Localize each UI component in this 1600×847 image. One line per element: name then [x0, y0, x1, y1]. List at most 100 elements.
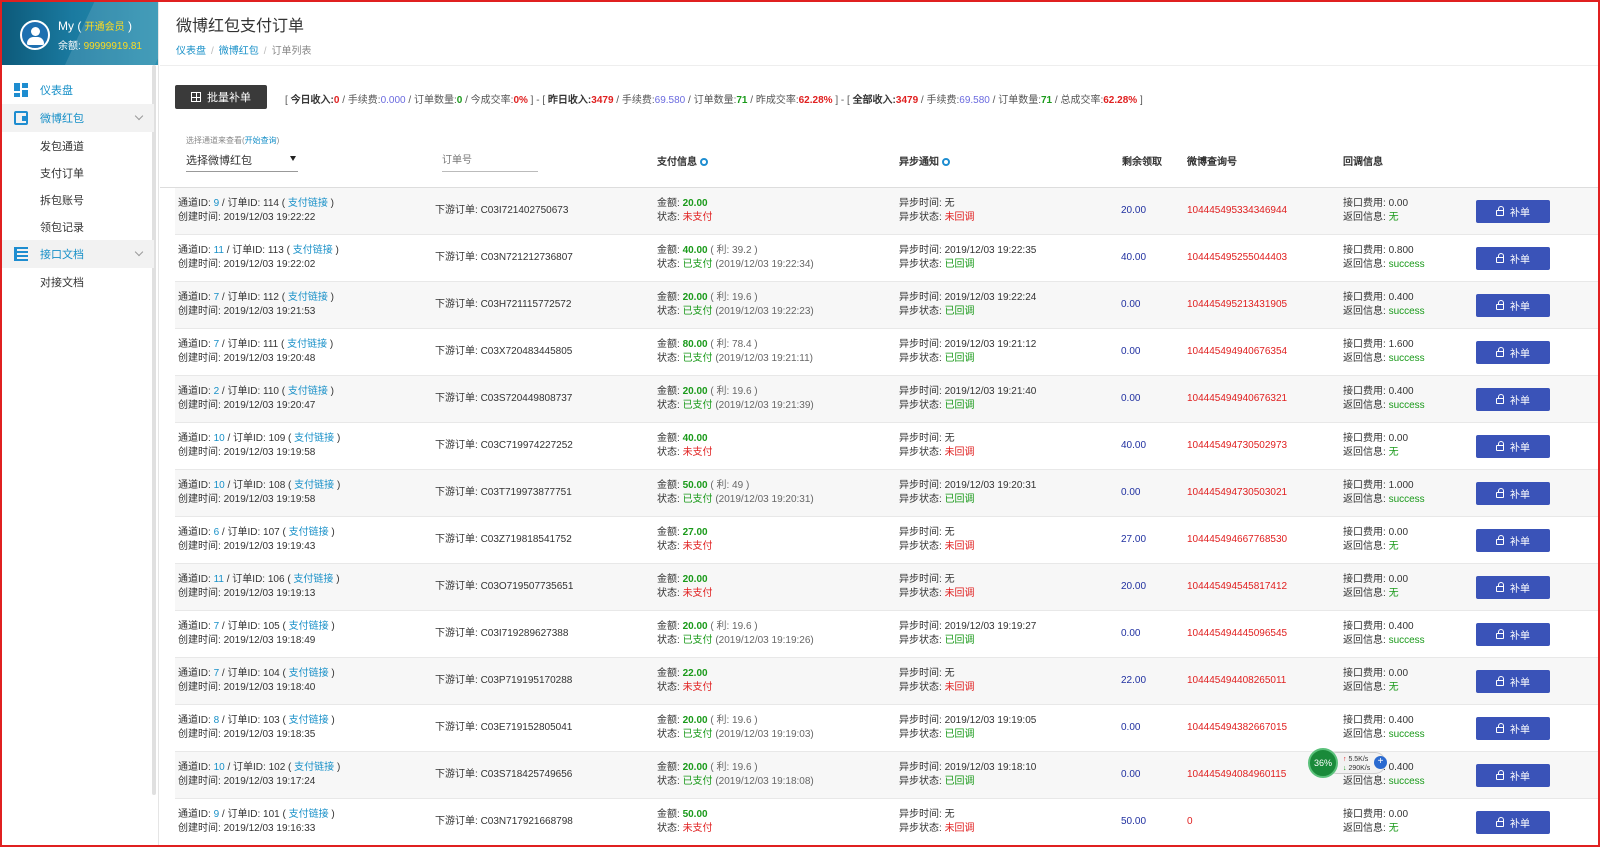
pay-link[interactable]: 支付链接	[292, 245, 333, 256]
pay-link[interactable]: 支付链接	[287, 339, 328, 350]
weibo-query-number: 104445494408265011	[1187, 675, 1287, 686]
channel-select[interactable]: 选择微博红包	[186, 150, 298, 172]
sidebar-subitem-accounts[interactable]: 拆包账号	[40, 194, 84, 207]
callback-info: 接口费用: 0.00 返回信息: 无	[1343, 574, 1409, 599]
caret-down-icon	[290, 156, 296, 161]
pay-link[interactable]: 支付链接	[288, 809, 329, 820]
pay-link[interactable]: 支付链接	[287, 386, 328, 397]
fix-order-button[interactable]: 补单	[1476, 576, 1550, 599]
notify-status: 未回调	[944, 823, 975, 834]
pay-link[interactable]: 支付链接	[293, 574, 334, 585]
pay-link[interactable]: 支付链接	[287, 292, 328, 303]
pay-info: 金额: 20.00 ( 利: 19.6 ) 状态: 已支付 (2019/12/03…	[657, 292, 814, 317]
pay-status: 已支付	[682, 306, 713, 317]
fix-order-button[interactable]: 补单	[1476, 200, 1550, 223]
plus-icon[interactable]: +	[1374, 756, 1387, 769]
downstream-order: 下游订单: C03N721212736807	[435, 252, 573, 263]
pay-status: 未支付	[682, 541, 713, 552]
notify-status: 未回调	[944, 682, 975, 693]
pay-link[interactable]: 支付链接	[287, 198, 328, 209]
pay-link[interactable]: 支付链接	[288, 668, 329, 679]
pay-link[interactable]: 支付链接	[294, 480, 335, 491]
table-row: 通道ID: 11 / 订单ID: 106 ( 支付链接 ) 创建时间: 2019/…	[175, 564, 1598, 611]
col-header-remain: 剩余领取	[1122, 157, 1162, 168]
fix-order-button[interactable]: 补单	[1476, 294, 1550, 317]
channel-order-info: 通道ID: 7 / 订单ID: 111 ( 支付链接 ) 创建时间: 2019/1…	[178, 339, 334, 364]
fix-order-button[interactable]: 补单	[1476, 247, 1550, 270]
col-header-pay: 支付信息	[657, 153, 708, 168]
balance: 余额: 99999919.81	[58, 41, 142, 52]
sidebar-item-weibo-redpacket[interactable]: 微博红包	[2, 104, 154, 132]
notify-info: 异步时间: 无异步状态: 未回调	[899, 433, 975, 458]
notify-info: 异步时间: 无异步状态: 未回调	[899, 574, 975, 599]
fix-order-button[interactable]: 补单	[1476, 529, 1550, 552]
table-row: 通道ID: 10 / 订单ID: 108 ( 支付链接 ) 创建时间: 2019/…	[175, 470, 1598, 517]
channel-order-info: 通道ID: 11 / 订单ID: 106 ( 支付链接 ) 创建时间: 2019/…	[178, 574, 340, 599]
weibo-query-number: 0	[1187, 816, 1193, 827]
pay-status: 已支付	[682, 353, 713, 364]
breadcrumb-dashboard[interactable]: 仪表盘	[176, 46, 206, 57]
fix-order-button[interactable]: 补单	[1476, 388, 1550, 411]
weibo-query-number: 104445494382667015	[1187, 722, 1288, 733]
sidebar-subitem-pay-orders[interactable]: 支付订单	[40, 167, 84, 180]
pay-info: 金额: 80.00 ( 利: 78.4 ) 状态: 已支付 (2019/12/03…	[657, 339, 814, 364]
fix-order-button[interactable]: 补单	[1476, 435, 1550, 458]
channel-order-info: 通道ID: 8 / 订单ID: 103 ( 支付链接 ) 创建时间: 2019/1…	[178, 715, 335, 740]
notify-info: 异步时间: 2019/12/03 19:21:12 异步状态: 已回调	[899, 339, 1037, 364]
settings-icon[interactable]	[942, 158, 950, 167]
notify-info: 异步时间: 2019/12/03 19:22:24 异步状态: 已回调	[899, 292, 1037, 317]
settings-icon[interactable]	[700, 158, 708, 167]
avatar[interactable]	[20, 20, 50, 50]
order-number-input[interactable]	[442, 150, 538, 172]
pay-info: 金额: 20.00 状态: 未支付	[657, 198, 713, 223]
sidebar-scrollbar[interactable]	[152, 65, 156, 795]
pay-link[interactable]: 支付链接	[288, 527, 329, 538]
notify-info: 异步时间: 2019/12/03 19:21:40 异步状态: 已回调	[899, 386, 1037, 411]
start-query-link[interactable]: 开始查询	[244, 136, 277, 145]
pay-info: 金额: 40.00 ( 利: 39.2 ) 状态: 已支付 (2019/12/03…	[657, 245, 814, 270]
sidebar-subitem-records[interactable]: 领包记录	[40, 221, 84, 234]
fix-order-button[interactable]: 补单	[1476, 811, 1550, 834]
sidebar-subitem-integration-doc[interactable]: 对接文档	[40, 276, 84, 289]
pay-info: 金额: 20.00 状态: 未支付	[657, 574, 713, 599]
pay-info: 金额: 50.00 ( 利: 49 ) 状态: 已支付 (2019/12/03 1…	[657, 480, 814, 505]
chevron-down-icon	[134, 111, 144, 121]
fix-order-button[interactable]: 补单	[1476, 764, 1550, 787]
grid-icon	[191, 92, 201, 102]
notify-status: 已回调	[944, 400, 975, 411]
pay-status: 未支付	[682, 447, 713, 458]
lock-icon	[1496, 722, 1504, 733]
header-divider	[160, 65, 1598, 66]
notify-status: 已回调	[944, 259, 975, 270]
weibo-query-number: 104445494730503021	[1187, 487, 1288, 498]
notify-status: 已回调	[944, 353, 975, 364]
table-row: 通道ID: 7 / 订单ID: 111 ( 支付链接 ) 创建时间: 2019/1…	[175, 329, 1598, 376]
callback-info: 接口费用: 0.00 返回信息: 无	[1343, 668, 1409, 693]
sidebar-item-api-docs[interactable]: 接口文档	[2, 240, 154, 268]
sidebar-item-dashboard[interactable]: 仪表盘	[2, 76, 154, 104]
pay-status: 未支付	[682, 823, 713, 834]
pay-link[interactable]: 支付链接	[288, 715, 329, 726]
network-speed-widget[interactable]: ↑ 5.5K/s ↓ 290K/s 36% +	[1308, 748, 1390, 778]
fix-order-button[interactable]: 补单	[1476, 623, 1550, 646]
pay-link[interactable]: 支付链接	[288, 621, 329, 632]
col-header-weibo: 微博查询号	[1187, 157, 1237, 168]
breadcrumb-weibo[interactable]: 微博红包	[218, 46, 259, 57]
main-content: 微博红包支付订单 仪表盘 / 微博红包 / 订单列表 批量补单 [ 今日收入:0 / 手…	[160, 2, 1598, 846]
fix-order-button[interactable]: 补单	[1476, 482, 1550, 505]
downstream-order: 下游订单: C03N717921668798	[435, 816, 573, 827]
batch-fix-button[interactable]: 批量补单	[175, 85, 267, 109]
fix-order-button[interactable]: 补单	[1476, 670, 1550, 693]
fix-order-button[interactable]: 补单	[1476, 341, 1550, 364]
vip-link[interactable]: 开通会员	[84, 22, 125, 33]
table-row: 通道ID: 8 / 订单ID: 103 ( 支付链接 ) 创建时间: 2019/1…	[175, 705, 1598, 752]
pay-link[interactable]: 支付链接	[294, 762, 335, 773]
remaining-amount: 40.00	[1121, 252, 1147, 263]
user-name: My ( 开通会员 )	[58, 19, 133, 33]
pay-info: 金额: 20.00 ( 利: 19.6 ) 状态: 已支付 (2019/12/03…	[657, 762, 814, 787]
fix-order-button[interactable]: 补单	[1476, 717, 1550, 740]
pay-link[interactable]: 支付链接	[294, 433, 335, 444]
sidebar-subitem-channel[interactable]: 发包通道	[40, 140, 84, 153]
table-row: 通道ID: 10 / 订单ID: 102 ( 支付链接 ) 创建时间: 2019/…	[175, 752, 1598, 799]
